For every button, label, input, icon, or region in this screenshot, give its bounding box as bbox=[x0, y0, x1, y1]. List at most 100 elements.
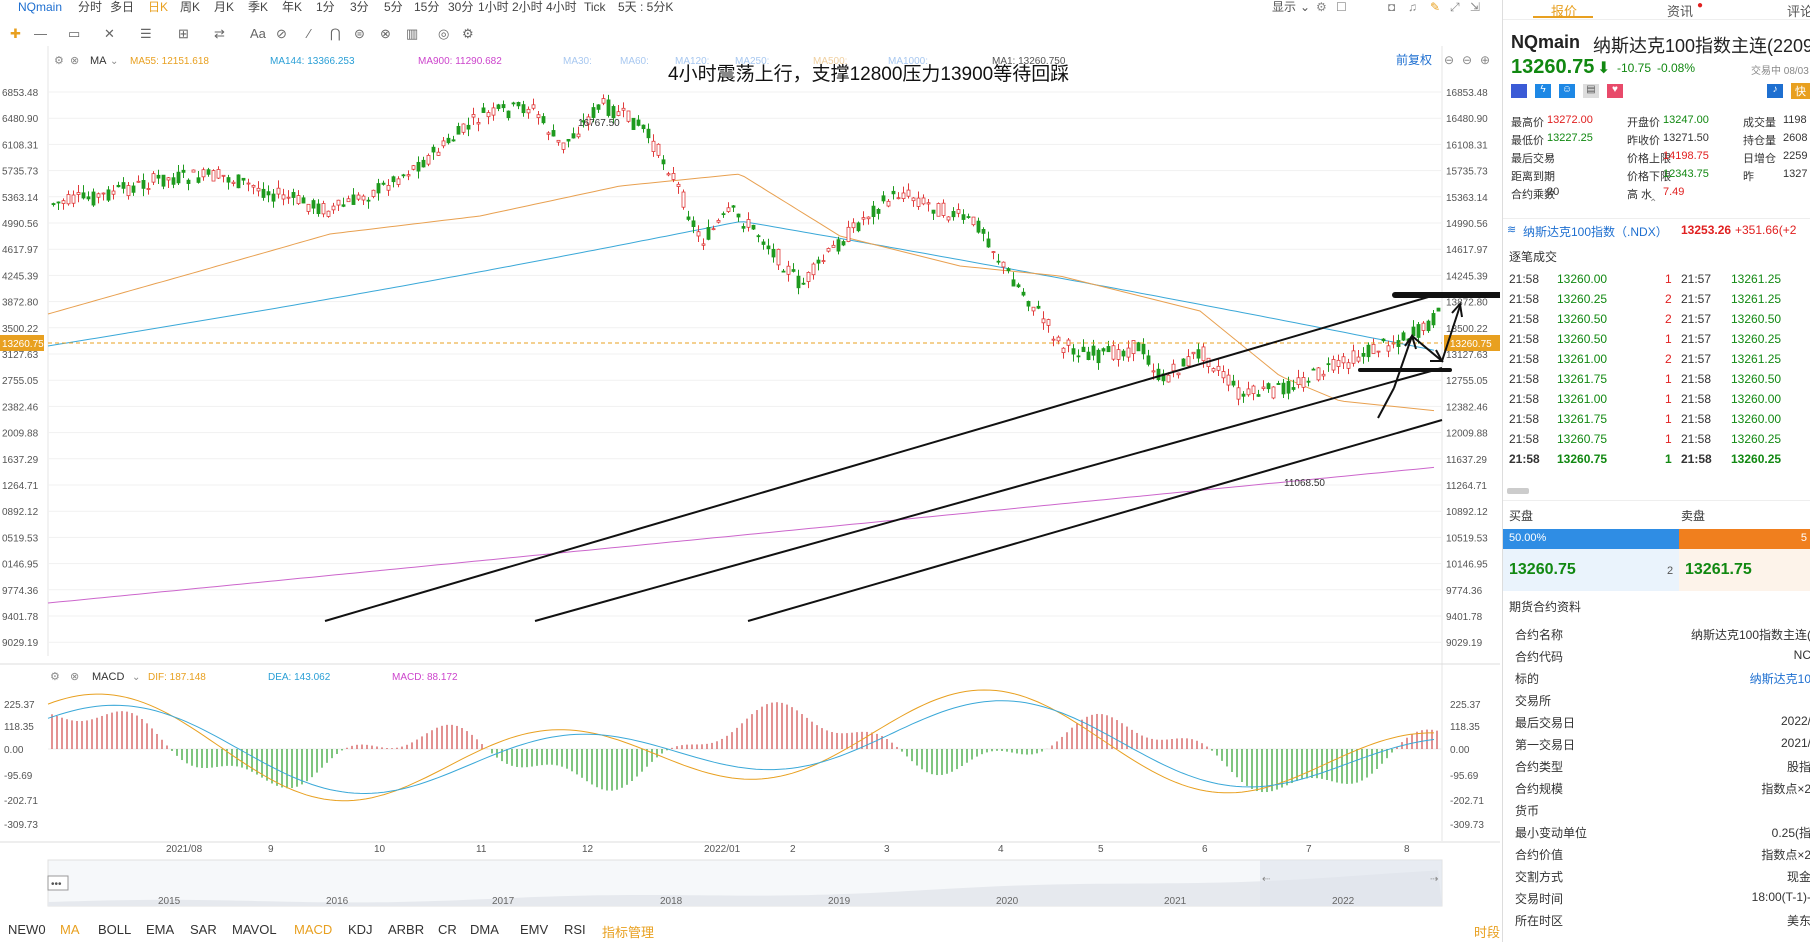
ask-box[interactable] bbox=[1679, 549, 1810, 591]
channel-middle-line[interactable] bbox=[534, 367, 1443, 622]
restore-rights-button[interactable]: 前复权 bbox=[1396, 52, 1432, 67]
indicator-tab-6[interactable]: MACD bbox=[294, 922, 333, 937]
period-10[interactable]: 15分 bbox=[414, 0, 440, 14]
line-icon[interactable]: — bbox=[34, 26, 47, 41]
indicator-tab-10[interactable]: DMA bbox=[470, 922, 499, 937]
list-icon[interactable]: ☰ bbox=[140, 26, 152, 41]
period-8[interactable]: 3分 bbox=[350, 0, 369, 14]
arrowhead-3[interactable] bbox=[1451, 301, 1463, 318]
macd-name[interactable]: MACD bbox=[92, 671, 124, 683]
arrow-path-1[interactable] bbox=[1377, 387, 1395, 419]
indicator-tab-13[interactable]: 指标管理 bbox=[602, 925, 655, 940]
arrowhead-1[interactable] bbox=[1404, 333, 1417, 350]
period-15[interactable]: Tick bbox=[584, 0, 606, 14]
overview-window[interactable] bbox=[1260, 860, 1442, 906]
indicator-tab-9[interactable]: CR bbox=[438, 922, 457, 937]
contract-value[interactable]: 纳斯达克10 bbox=[1749, 672, 1810, 686]
channel-upper-line[interactable] bbox=[324, 292, 1443, 622]
chart-svg[interactable]: ⚙ ⊗ MA ⌄ MA55: 12151.618 MA144: 13366.253… bbox=[0, 46, 1508, 916]
symbol-label[interactable]: NQmain bbox=[18, 0, 63, 14]
indicator-tab-8[interactable]: ARBR bbox=[388, 922, 425, 937]
indicator-tab-5[interactable]: MAVOL bbox=[232, 922, 277, 937]
circle-icon[interactable]: ⊜ bbox=[354, 26, 365, 41]
period-1[interactable]: 多日 bbox=[110, 0, 135, 14]
person-icon[interactable]: ☺ bbox=[1559, 84, 1575, 98]
fullscreen-icon[interactable]: ⤢ bbox=[1450, 0, 1460, 14]
plus-icon[interactable]: ⊕ bbox=[1480, 53, 1490, 67]
period-14[interactable]: 4小时 bbox=[546, 0, 577, 14]
indicator-tab-12[interactable]: RSI bbox=[564, 922, 586, 937]
period-6[interactable]: 年K bbox=[282, 0, 303, 14]
period-5[interactable]: 季K bbox=[248, 0, 269, 14]
overview-right-handle[interactable]: ⇢ bbox=[1430, 874, 1438, 885]
document-icon[interactable]: ▤ bbox=[1583, 84, 1599, 98]
overview-menu-button[interactable] bbox=[47, 875, 69, 891]
period-12[interactable]: 1小时 bbox=[478, 0, 509, 14]
chevron-down-icon[interactable]: ⌄ bbox=[110, 56, 118, 67]
lightning-icon[interactable]: ϟ bbox=[1535, 84, 1551, 98]
gear-icon[interactable]: ⚙ bbox=[54, 55, 64, 67]
trash-icon[interactable]: ▥ bbox=[406, 26, 419, 41]
overview-left-handle[interactable]: ⇠ bbox=[1262, 874, 1270, 885]
gear-icon[interactable]: ⚙ bbox=[50, 671, 60, 683]
more-icon[interactable]: ••• bbox=[51, 879, 62, 890]
period-11[interactable]: 30分 bbox=[448, 0, 474, 14]
index-name[interactable]: 纳斯达克100指数（.NDX） bbox=[1523, 225, 1668, 239]
indicator-tab-1[interactable]: MA bbox=[60, 922, 80, 937]
chevron-down-icon[interactable]: ⌄ bbox=[132, 672, 140, 683]
bell-icon[interactable]: ♪ bbox=[1767, 84, 1783, 98]
bell-icon[interactable]: ♫ bbox=[1408, 0, 1417, 14]
indicator-tab-2[interactable]: BOLL bbox=[98, 922, 132, 937]
camera-icon[interactable]: ◘ bbox=[1388, 0, 1396, 14]
chart-area[interactable]: ⚙ ⊗ MA ⌄ MA55: 12151.618 MA144: 13366.253… bbox=[0, 46, 1508, 916]
indicator-tab-7[interactable]: KDJ bbox=[348, 922, 373, 937]
index-row[interactable]: ≋ 纳斯达克100指数（.NDX） 13253.26 +351.66(+2 bbox=[1503, 218, 1810, 242]
scrollbar-thumb[interactable] bbox=[1507, 488, 1529, 494]
trend-lines[interactable] bbox=[324, 292, 1508, 622]
lock-icon[interactable]: ⊗ bbox=[380, 26, 391, 41]
ma-name[interactable]: MA bbox=[90, 55, 107, 67]
collapse-icon[interactable]: ⊖ bbox=[1444, 53, 1454, 67]
close-icon[interactable]: ⊗ bbox=[70, 55, 79, 67]
arrows-icon[interactable]: ⇄ bbox=[214, 26, 225, 41]
period-4[interactable]: 月K bbox=[214, 0, 235, 14]
settings-icon[interactable]: ⚙ bbox=[462, 26, 474, 41]
magnet-icon[interactable]: ⋂ bbox=[330, 26, 341, 41]
period-3[interactable]: 周K bbox=[180, 0, 201, 14]
minus-icon[interactable]: ⊖ bbox=[1462, 53, 1472, 67]
period-0[interactable]: 分时 bbox=[78, 0, 103, 14]
crosshair-icon[interactable]: ✚ bbox=[10, 26, 21, 41]
close-icon[interactable]: ⊗ bbox=[70, 671, 79, 683]
indicator-tab-0[interactable]: NEW0 bbox=[8, 922, 46, 937]
chevron-up-icon[interactable]: ⌃ bbox=[1649, 198, 1658, 209]
heart-icon[interactable]: ♥ bbox=[1607, 84, 1623, 98]
expand-icon[interactable]: ⇲ bbox=[1470, 0, 1481, 14]
period-2[interactable]: 日K bbox=[148, 0, 169, 14]
arrow-path-2[interactable] bbox=[1393, 305, 1461, 389]
ruler-icon[interactable]: ⊞ bbox=[178, 26, 189, 41]
tab-news[interactable]: 资讯 bbox=[1667, 4, 1694, 19]
brush-icon[interactable]: ∕ bbox=[308, 26, 311, 41]
indicator-tab-3[interactable]: EMA bbox=[146, 922, 175, 937]
clear-icon[interactable]: ⊘ bbox=[276, 26, 287, 41]
fork-icon[interactable]: ✕ bbox=[104, 26, 115, 41]
indicator-tab-11[interactable]: EMV bbox=[520, 922, 549, 937]
period-16[interactable]: 5天 : 5分K bbox=[618, 0, 674, 14]
bid-box[interactable] bbox=[1503, 549, 1679, 591]
tab-comments[interactable]: 评论 bbox=[1787, 4, 1810, 19]
period-13[interactable]: 2小时 bbox=[512, 0, 543, 14]
display-menu[interactable]: 显示 bbox=[1272, 0, 1297, 14]
checkbox-icon[interactable]: ☐ bbox=[1336, 0, 1347, 14]
pencil-icon[interactable]: ✎ bbox=[1430, 0, 1441, 14]
chevron-down-icon[interactable]: ⌄ bbox=[1300, 0, 1311, 14]
text-tool[interactable]: Aa bbox=[250, 26, 266, 41]
session-button[interactable]: 时段 bbox=[1474, 925, 1501, 940]
arrowhead-2[interactable] bbox=[1430, 349, 1444, 362]
period-9[interactable]: 5分 bbox=[384, 0, 403, 14]
tab-quote[interactable]: 报价 bbox=[1551, 4, 1578, 19]
gear-icon[interactable]: ⚙ bbox=[1316, 0, 1327, 14]
indicator-tab-4[interactable]: SAR bbox=[190, 922, 217, 937]
eye-icon[interactable]: ◎ bbox=[438, 26, 450, 41]
quick-trade-button[interactable]: 快 bbox=[1791, 83, 1810, 99]
period-7[interactable]: 1分 bbox=[316, 0, 335, 14]
